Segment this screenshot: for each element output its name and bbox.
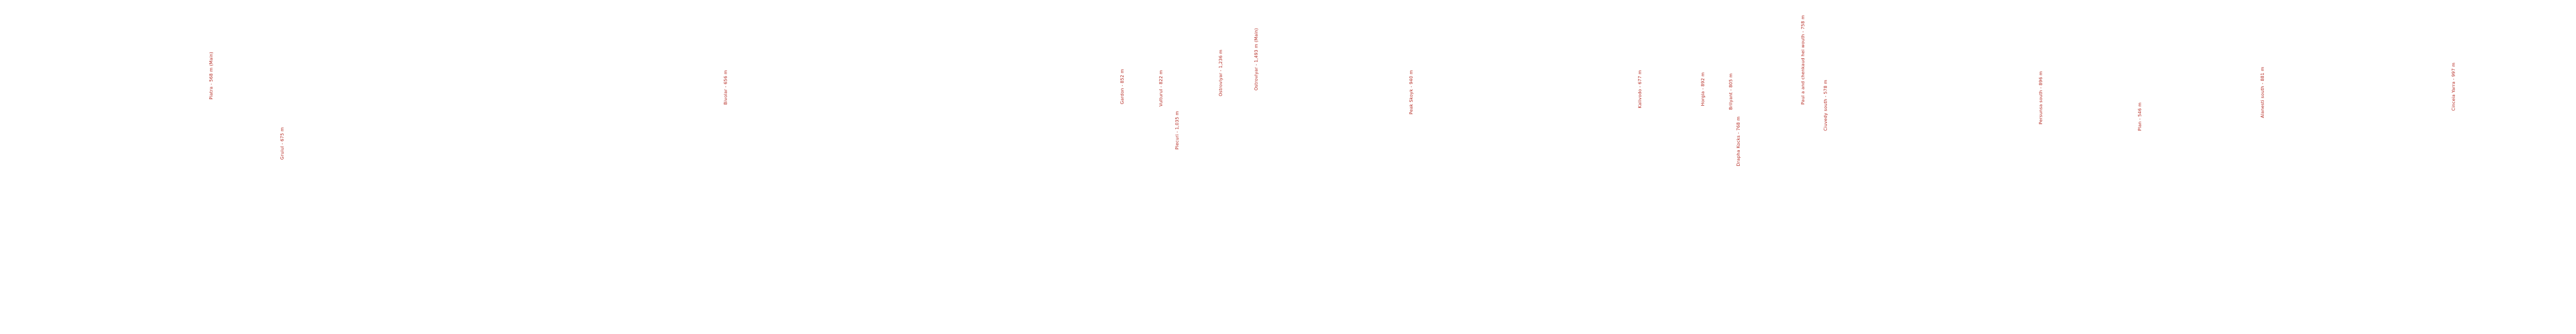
peak-label: Bivolar - 656 m: [723, 70, 728, 105]
peak-label: Ostrovlyar - 1,493 m (Main): [1254, 28, 1259, 91]
peak-label: Kalivodo - 677 m: [1638, 70, 1642, 108]
peak-label: Plan - 546 m: [2137, 102, 2142, 131]
peak-label: Vulturul - 822 m: [1159, 70, 1163, 107]
peak-label: Ostrovlyar - 1,236 m: [1218, 50, 1223, 96]
peak-label: Ciuvedy south - 578 m: [1823, 80, 1828, 131]
peak-label: Piatra - 568 m (Main): [209, 52, 214, 100]
peak-label: Gruiul - 675 m: [280, 127, 285, 160]
peak-label: Gardon - 852 m: [1120, 69, 1125, 105]
peak-label: Alanesti south - 881 m: [2260, 67, 2265, 118]
peak-label: Plecuri - 1,035 m: [1175, 111, 1180, 150]
peak-label: Drapha Kocks - 768 m: [1736, 116, 1741, 166]
peak-label: Peak Skoyk - 940 m: [1409, 70, 1414, 115]
peak-label: Brilyant - 805 m: [1728, 73, 1733, 110]
peak-label: Persunsa south - 896 m: [2038, 71, 2043, 124]
peak-label: Paul a and chenkaud hei wouth - 758 m: [1801, 15, 1805, 105]
peak-label: Cinceia Yarra - 997 m: [2451, 62, 2456, 111]
peak-label: Horgia - 892 m: [1700, 72, 1705, 106]
